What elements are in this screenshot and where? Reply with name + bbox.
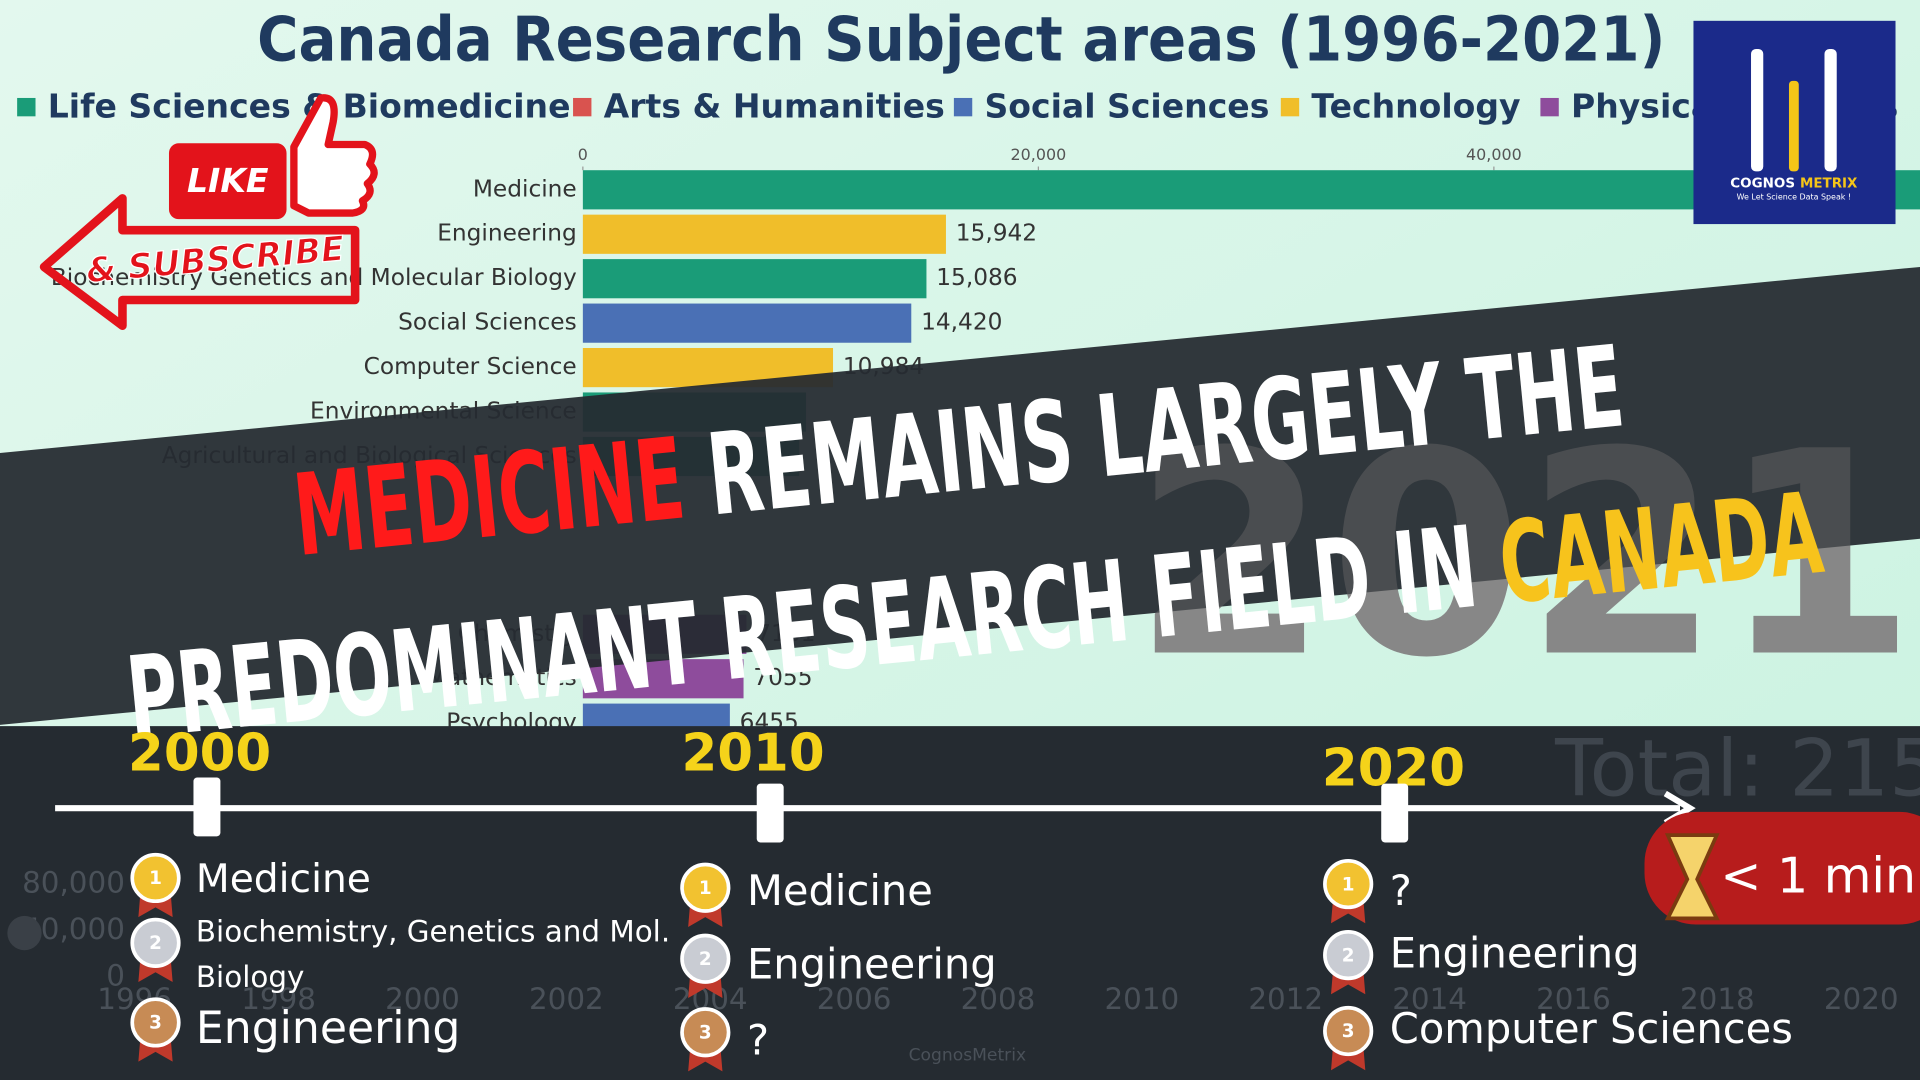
ranked-field: Engineering bbox=[1390, 928, 1640, 977]
bg-x-tick: 2020 bbox=[1824, 982, 1899, 1016]
medal bbox=[680, 1007, 731, 1058]
category-label: Engineering bbox=[437, 220, 577, 247]
bg-x-tick: 1998 bbox=[241, 982, 316, 1016]
promo-arrow bbox=[39, 194, 360, 330]
category-label: Medicine bbox=[473, 175, 577, 202]
medal-rank: 3 bbox=[149, 1013, 162, 1034]
bg-x-tick: 2006 bbox=[817, 982, 892, 1016]
x-tick-label: 40,000 bbox=[1466, 145, 1522, 164]
medal-rank: 2 bbox=[149, 933, 162, 954]
logo-bar bbox=[1751, 48, 1764, 172]
medal bbox=[1323, 858, 1374, 910]
logo-name: COGNOS METRIX bbox=[1730, 177, 1858, 192]
bg-y-tick: 80,000 bbox=[22, 866, 125, 900]
hourglass bbox=[1664, 833, 1720, 921]
legend-swatch bbox=[953, 97, 973, 117]
headline-banner bbox=[0, 266, 1920, 725]
logo-bar bbox=[1824, 48, 1837, 172]
medal-rank: 1 bbox=[699, 878, 712, 899]
ranked-field: Biochemistry, Genetics and Mol. bbox=[196, 915, 670, 949]
bg-y-tick: 0 bbox=[106, 959, 125, 993]
value-label: 14,420 bbox=[921, 309, 1002, 336]
like-box bbox=[168, 143, 287, 220]
legend-swatch bbox=[17, 97, 36, 117]
bg-x-tick: 2008 bbox=[961, 982, 1036, 1016]
bg-x-tick: 2010 bbox=[1104, 982, 1179, 1016]
legend-swatch bbox=[1280, 97, 1300, 117]
category-label: Social Sciences bbox=[398, 309, 577, 336]
bg-x-tick: 2014 bbox=[1392, 982, 1467, 1016]
ranked-field: Engineering bbox=[747, 939, 997, 988]
legend-swatch bbox=[573, 97, 592, 117]
milestone-marker bbox=[193, 777, 221, 837]
medal-rank: 1 bbox=[149, 868, 162, 889]
medal-rank: 1 bbox=[1342, 874, 1355, 895]
bg-x-tick: 2018 bbox=[1680, 982, 1755, 1016]
bar bbox=[582, 259, 927, 299]
watermark: CognosMetrix bbox=[909, 1046, 1027, 1066]
medal bbox=[680, 862, 731, 913]
bar bbox=[582, 214, 946, 254]
bottom-panel bbox=[0, 726, 1920, 1080]
ranked-field: Biology bbox=[196, 960, 304, 994]
chart-title: Canada Research Subject areas (1996-2021… bbox=[257, 5, 1665, 76]
medal bbox=[130, 852, 181, 904]
ranked-field: Medicine bbox=[196, 857, 371, 902]
value-label: 7055 bbox=[753, 664, 812, 691]
medal bbox=[680, 933, 731, 984]
logo-tagline: We Let Science Data Speak ! bbox=[1737, 193, 1851, 202]
ranked-field: ? bbox=[1390, 866, 1412, 915]
ranked-field: Computer Sciences bbox=[1390, 1004, 1793, 1053]
medal-rank: 3 bbox=[699, 1022, 712, 1043]
legend-label: Arts & Humanities bbox=[604, 86, 945, 125]
value-label: 15,942 bbox=[956, 220, 1037, 247]
bg-x-tick: 2002 bbox=[529, 982, 604, 1016]
legend-swatch bbox=[1540, 97, 1559, 117]
milestone-year: 2010 bbox=[682, 724, 825, 784]
thumb-icon bbox=[290, 94, 378, 217]
bar bbox=[582, 303, 912, 343]
bg-x-tick: 2000 bbox=[385, 982, 460, 1016]
bg-x-tick: 2012 bbox=[1248, 982, 1323, 1016]
x-tick-label: 0 bbox=[578, 145, 588, 164]
ranked-field: Medicine bbox=[747, 866, 933, 915]
logo-name-1: COGNOS bbox=[1730, 177, 1795, 192]
legend-label: Technology bbox=[1311, 86, 1520, 125]
category-label: Biochemistry Genetics and Molecular Biol… bbox=[51, 264, 577, 291]
logo-name-2: METRIX bbox=[1800, 177, 1858, 192]
milestone-marker bbox=[756, 783, 784, 843]
total-label: Total: 215,176 bbox=[1554, 723, 1920, 814]
medal bbox=[1323, 1005, 1374, 1057]
headline-highlight: CANADA bbox=[1494, 467, 1829, 630]
value-label: 15,086 bbox=[936, 264, 1017, 291]
ranked-field: Engineering bbox=[196, 1003, 460, 1054]
medal-rank: 3 bbox=[1342, 1021, 1355, 1042]
medal-rank: 2 bbox=[699, 949, 712, 970]
medal bbox=[1323, 930, 1374, 981]
like-label: LIKE bbox=[187, 161, 269, 200]
duration-label: < 1 min bbox=[1720, 848, 1916, 905]
legend-label: Social Sciences bbox=[984, 86, 1269, 125]
logo-bar bbox=[1788, 80, 1799, 172]
ranked-field: ? bbox=[747, 1015, 769, 1064]
x-tick-label: 20,000 bbox=[1011, 145, 1067, 164]
medal bbox=[130, 917, 181, 968]
category-label: Computer Science bbox=[364, 353, 577, 380]
pause-button[interactable] bbox=[7, 915, 42, 951]
medal bbox=[130, 997, 181, 1048]
milestone-marker bbox=[1381, 783, 1409, 843]
year-watermark-faint: 2021 bbox=[1133, 393, 1917, 720]
milestone-year: 2000 bbox=[128, 724, 271, 784]
medal-rank: 2 bbox=[1342, 945, 1355, 966]
bg-x-tick: 2016 bbox=[1536, 982, 1611, 1016]
